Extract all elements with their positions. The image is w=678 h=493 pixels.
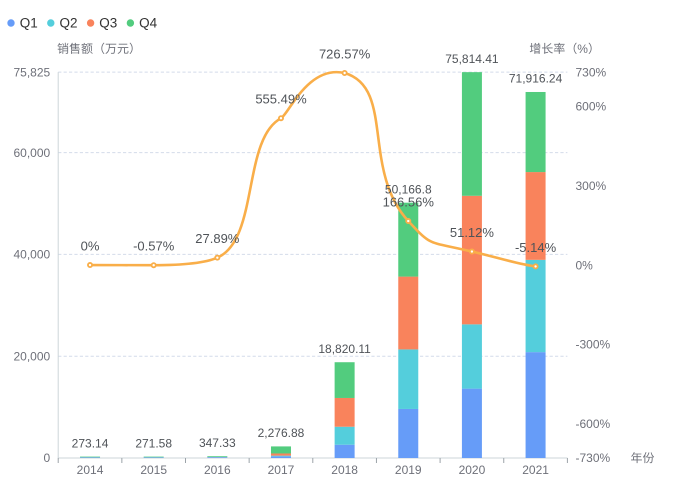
svg-text:18,820.11: 18,820.11 [318, 342, 371, 356]
svg-text:75,814.41: 75,814.41 [445, 52, 499, 66]
svg-text:2021: 2021 [522, 463, 549, 477]
svg-text:0: 0 [44, 451, 51, 465]
svg-text:166.56%: 166.56% [383, 195, 435, 210]
svg-text:60,000: 60,000 [13, 146, 50, 160]
svg-text:2,276.88: 2,276.88 [258, 426, 305, 440]
svg-text:-5.14%: -5.14% [515, 240, 557, 255]
svg-text:2017: 2017 [268, 463, 295, 477]
svg-text:-600%: -600% [576, 417, 611, 431]
svg-text:Q2: Q2 [60, 16, 78, 31]
svg-text:%: % [577, 42, 588, 56]
svg-text:20,000: 20,000 [13, 349, 50, 363]
svg-text:2014: 2014 [77, 463, 104, 477]
svg-text:27.89%: 27.89% [195, 231, 240, 246]
svg-text:Q3: Q3 [99, 16, 117, 31]
svg-text:730%: 730% [576, 65, 607, 79]
svg-text:Q4: Q4 [139, 16, 158, 31]
svg-text:273.14: 273.14 [72, 436, 109, 450]
svg-text:75,825: 75,825 [13, 65, 50, 79]
svg-text:2016: 2016 [204, 463, 231, 477]
svg-text:2015: 2015 [140, 463, 167, 477]
svg-text:347.33: 347.33 [199, 436, 236, 450]
svg-text:2018: 2018 [331, 463, 358, 477]
svg-text:0%: 0% [81, 239, 100, 254]
svg-text:-730%: -730% [576, 451, 611, 465]
svg-text:-0.57%: -0.57% [133, 239, 175, 254]
svg-text:-300%: -300% [576, 338, 611, 352]
svg-text:71,916.24: 71,916.24 [509, 72, 563, 86]
svg-text:40,000: 40,000 [13, 248, 50, 262]
svg-text:300%: 300% [576, 179, 607, 193]
svg-text:555.49%: 555.49% [255, 92, 307, 107]
svg-text:600%: 600% [576, 100, 607, 114]
svg-text:Q1: Q1 [20, 16, 38, 31]
svg-text:0%: 0% [576, 258, 594, 272]
svg-text:2020: 2020 [459, 463, 486, 477]
svg-text:726.57%: 726.57% [319, 47, 371, 62]
svg-text:51.12%: 51.12% [450, 225, 495, 240]
svg-text:271.58: 271.58 [135, 436, 172, 450]
svg-text:2019: 2019 [395, 463, 422, 477]
